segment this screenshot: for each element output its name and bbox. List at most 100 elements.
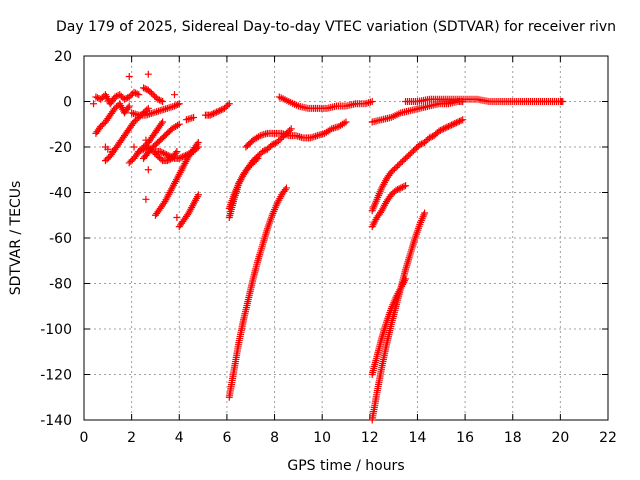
data-point <box>413 144 421 152</box>
y-tick-label: -140 <box>40 413 72 429</box>
data-point <box>395 160 403 168</box>
data-point <box>157 97 165 105</box>
data-point <box>92 93 100 101</box>
data-point <box>155 96 163 104</box>
data-point <box>400 156 408 164</box>
data-point <box>136 147 144 155</box>
y-tick-label: -120 <box>40 368 72 384</box>
data-point <box>175 120 183 128</box>
data-point <box>281 186 289 194</box>
data-point <box>146 88 154 96</box>
data-point <box>186 149 194 157</box>
data-point <box>151 92 159 100</box>
data-point <box>222 103 230 111</box>
data-point <box>268 141 276 149</box>
data-point <box>249 157 257 165</box>
data-point <box>259 148 267 156</box>
data-point <box>446 122 454 130</box>
data-point <box>377 208 385 216</box>
data-point <box>154 95 162 103</box>
data-point <box>397 159 405 167</box>
data-point <box>394 162 402 170</box>
data-point <box>451 119 459 127</box>
data-point <box>132 89 140 97</box>
y-tick-label: -20 <box>49 140 72 156</box>
data-point <box>421 138 429 146</box>
x-tick-label: 12 <box>361 430 379 446</box>
data-point <box>213 108 221 116</box>
data-point <box>140 145 148 153</box>
data-point <box>559 98 567 105</box>
data-point <box>144 166 152 174</box>
data-point <box>160 199 168 207</box>
data-point <box>163 151 171 159</box>
data-point <box>130 118 138 126</box>
data-point <box>255 151 263 159</box>
data-point <box>389 167 397 175</box>
x-tick-label: 4 <box>175 430 184 446</box>
data-point <box>156 148 164 156</box>
data-point <box>217 106 225 114</box>
data-point <box>389 189 397 197</box>
data-point <box>120 95 128 103</box>
data-point <box>265 144 273 152</box>
data-point <box>159 149 167 157</box>
data-point <box>125 93 133 101</box>
data-point <box>422 137 430 145</box>
data-point <box>114 91 122 99</box>
data-point <box>98 94 106 102</box>
data-point <box>171 91 179 99</box>
data-point <box>221 104 229 112</box>
data-point <box>225 100 233 108</box>
data-point <box>95 94 103 102</box>
data-point <box>101 157 109 165</box>
data-point <box>144 86 152 94</box>
data-point <box>191 146 199 154</box>
data-point <box>194 191 202 199</box>
data-point <box>157 120 165 128</box>
x-tick-label: 6 <box>222 430 231 446</box>
data-point <box>260 147 268 155</box>
data-point <box>175 154 183 162</box>
data-point <box>125 159 133 167</box>
x-tick-label: 20 <box>551 430 569 446</box>
data-point <box>135 91 143 99</box>
data-point <box>368 98 376 105</box>
data-point <box>448 121 456 129</box>
data-point <box>109 148 117 156</box>
y-tick-label: -40 <box>49 186 72 202</box>
data-point <box>421 209 429 217</box>
data-point <box>135 148 143 156</box>
data-point <box>394 185 402 193</box>
data-point <box>172 101 180 109</box>
data-point <box>144 70 152 78</box>
data-point <box>392 186 400 194</box>
data-point <box>142 136 150 144</box>
data-point <box>273 138 281 146</box>
data-point <box>402 182 410 190</box>
data-point <box>282 184 290 192</box>
y-tick-label: -80 <box>49 277 72 293</box>
data-point <box>251 155 259 163</box>
data-point <box>435 127 443 135</box>
data-point <box>400 182 408 190</box>
data-point <box>133 90 141 98</box>
data-point <box>190 148 198 156</box>
data-point <box>143 106 151 114</box>
data-point <box>175 100 183 108</box>
data-points <box>90 70 567 424</box>
data-point <box>454 118 462 126</box>
data-point <box>252 154 260 162</box>
data-point <box>101 143 109 151</box>
data-point <box>411 145 419 153</box>
data-point <box>171 102 179 110</box>
data-point <box>441 124 449 132</box>
y-tick-label: -100 <box>40 322 72 338</box>
data-point <box>130 143 138 151</box>
data-point <box>138 146 146 154</box>
data-point <box>416 141 424 149</box>
data-point <box>157 155 165 163</box>
x-tick-label: 22 <box>599 430 617 446</box>
data-point <box>97 95 105 103</box>
